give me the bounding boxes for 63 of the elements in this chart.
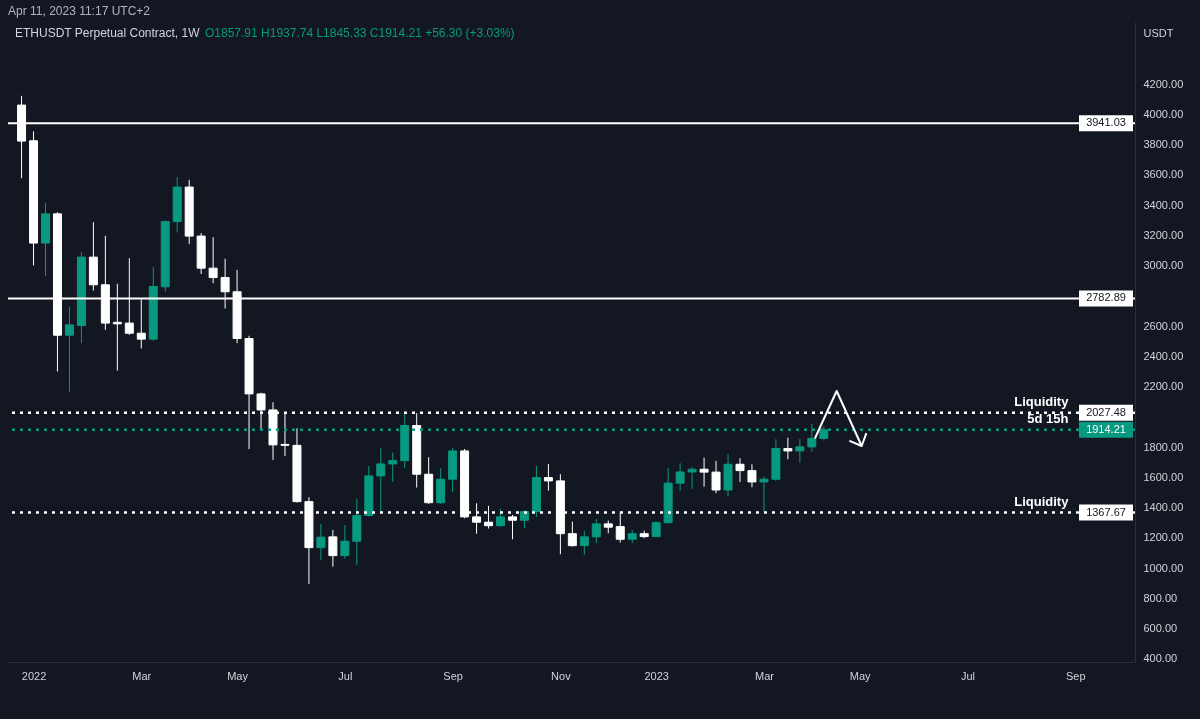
y-tick-label: 3800.00 <box>1143 138 1184 151</box>
ref-line-label: 3941.03 <box>1086 116 1126 129</box>
candlestick <box>795 438 805 464</box>
chart-title: ETHUSDT Perpetual Contract, 1W <box>15 26 201 40</box>
ref-line-label: 2027.48 <box>1086 405 1126 418</box>
y-tick-label: 1200.00 <box>1143 531 1184 544</box>
y-tick-label: 1400.00 <box>1143 501 1184 514</box>
y-tick-label: 400.00 <box>1143 652 1178 665</box>
ref-line-label: 1367.67 <box>1086 505 1126 518</box>
y-tick-label: 2400.00 <box>1143 349 1184 362</box>
candlestick <box>340 524 350 560</box>
candlestick <box>316 523 326 561</box>
candlestick <box>783 437 793 460</box>
candlestick <box>699 457 709 488</box>
text: Apr 11, 2023 11:17 UTC+2 <box>8 4 151 18</box>
y-tick-label: 3400.00 <box>1143 198 1184 211</box>
candlestick <box>747 463 757 488</box>
y-tick-label: 1000.00 <box>1143 561 1184 574</box>
candlestick <box>208 236 218 284</box>
y-tick-label: 600.00 <box>1143 622 1178 635</box>
candlestick <box>711 460 721 494</box>
candlestick <box>543 463 553 492</box>
y-tick-label: 4200.00 <box>1143 77 1184 90</box>
annotation: 5d 15h <box>1027 410 1069 426</box>
y-tick-label: 1800.00 <box>1143 440 1184 453</box>
ref-line-label: 1914.21 <box>1086 422 1126 435</box>
y-tick-label: 3200.00 <box>1143 228 1184 241</box>
annotation: Liquidity <box>1014 493 1070 509</box>
y-tick-label: 2200.00 <box>1143 380 1184 393</box>
candlestick <box>735 457 745 483</box>
y-tick-label: 2600.00 <box>1143 319 1184 332</box>
y-tick-label: 1600.00 <box>1143 470 1184 483</box>
y-tick-label: 3600.00 <box>1143 168 1184 181</box>
x-tick-label: Mar <box>754 669 775 682</box>
candlestick <box>436 467 446 505</box>
x-tick-label: 2022 <box>21 669 47 682</box>
candlestick <box>675 462 685 492</box>
candlestick <box>591 518 601 544</box>
x-tick-label: Mar <box>132 669 152 682</box>
y-tick-label: 800.00 <box>1143 591 1178 604</box>
y-tick-label: 4000.00 <box>1143 107 1184 120</box>
candlestick <box>687 466 697 490</box>
y-axis-title: USDT <box>1143 26 1174 39</box>
y-tick-label: 3000.00 <box>1143 259 1184 272</box>
x-tick-label: Sep <box>443 669 463 682</box>
candlestick <box>388 452 398 483</box>
x-tick-label: Nov <box>551 669 572 682</box>
x-tick-label: Jul <box>960 669 976 682</box>
x-tick-label: May <box>227 669 249 682</box>
x-tick-label: 2023 <box>644 669 669 682</box>
candlestick <box>64 306 74 393</box>
candlestick <box>759 476 769 513</box>
candlestick <box>579 530 589 556</box>
ref-line-label: 2782.89 <box>1086 291 1126 304</box>
x-tick-label: May <box>849 669 872 682</box>
x-tick-label: Jul <box>338 669 353 682</box>
chart-subtitle: O1857.91 H1937.74 L1845.33 C1914.21 +56.30 (+3.03%) <box>205 26 515 40</box>
annotation: Liquidity <box>1014 393 1070 409</box>
candlestick <box>376 447 386 514</box>
x-tick-label: Sep <box>1065 669 1086 682</box>
candlestick <box>328 529 338 568</box>
candlestick <box>567 521 577 548</box>
candlestick <box>507 514 517 540</box>
